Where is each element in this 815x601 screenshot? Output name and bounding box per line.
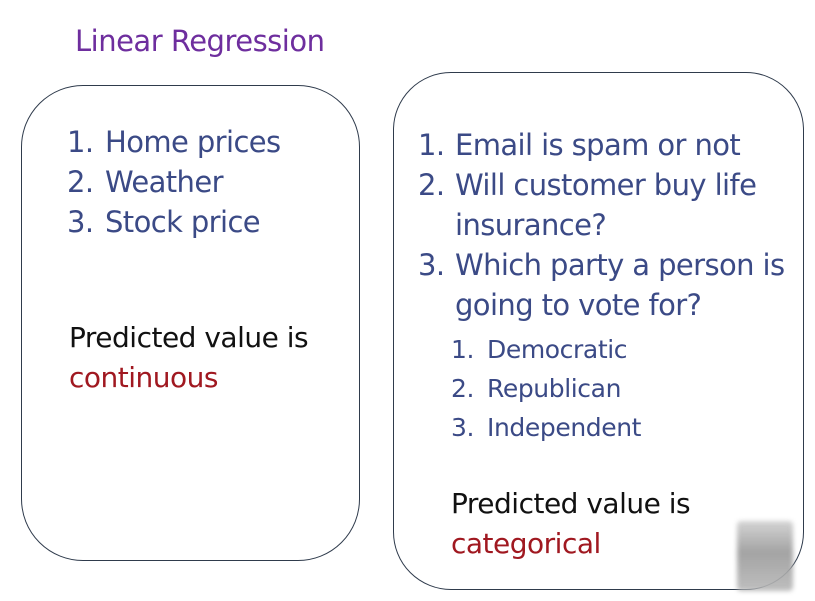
list-item-number: 1. — [451, 335, 475, 364]
list-item-number: 3. — [67, 205, 94, 239]
predicted-value-statement: Predicted value is continuous — [69, 318, 309, 398]
predicted-value-prefix: Predicted value is — [451, 487, 691, 520]
list-item-text: Home prices — [105, 125, 281, 159]
list-item-number: 2. — [451, 374, 475, 403]
list-item: 1. Home prices — [67, 122, 281, 162]
classification-examples-list: 1. Email is spam or not 2. Will customer… — [418, 125, 785, 325]
list-item-text: Stock price — [105, 205, 261, 239]
list-item: 3. Independent — [451, 408, 641, 447]
list-item: 2. Republican — [451, 369, 641, 408]
list-item-number: 3. — [451, 413, 475, 442]
predicted-value-prefix: Predicted value is — [69, 321, 309, 354]
predicted-value-type: continuous — [69, 361, 219, 394]
predicted-value-statement: Predicted value is categorical — [451, 484, 691, 564]
list-item: 1. Email is spam or not — [418, 125, 785, 165]
list-item-text: Independent — [487, 413, 642, 442]
predicted-value-type: categorical — [451, 527, 601, 560]
list-item-text-line-1: Which party a person is — [455, 248, 785, 282]
watermark-logo — [737, 521, 793, 591]
list-item: 2. Will customer buy life insurance? — [418, 165, 785, 245]
list-item-text: Democratic — [487, 335, 628, 364]
list-item-text-line-1: Will customer buy life — [455, 168, 757, 202]
list-item-number: 1. — [67, 125, 94, 159]
list-item-number: 2. — [67, 165, 94, 199]
regression-examples-list: 1. Home prices 2. Weather 3. Stock price — [67, 122, 281, 242]
list-item-text-line-2: insurance? — [455, 208, 607, 242]
list-item-number: 2. — [418, 168, 445, 202]
list-item-text: Email is spam or not — [455, 128, 741, 162]
list-item: 3. Which party a person is going to vote… — [418, 245, 785, 325]
list-item-number: 3. — [418, 248, 445, 282]
list-item-number: 1. — [418, 128, 445, 162]
party-options-list: 1. Democratic 2. Republican 3. Independe… — [451, 330, 641, 447]
list-item: 2. Weather — [67, 162, 281, 202]
list-item-text-line-2: going to vote for? — [455, 288, 702, 322]
page-title: Linear Regression — [75, 24, 325, 58]
list-item: 1. Democratic — [451, 330, 641, 369]
classification-examples-panel — [393, 72, 804, 590]
regression-examples-panel — [21, 85, 360, 561]
list-item-text: Weather — [105, 165, 224, 199]
list-item: 3. Stock price — [67, 202, 281, 242]
list-item-text: Republican — [487, 374, 622, 403]
